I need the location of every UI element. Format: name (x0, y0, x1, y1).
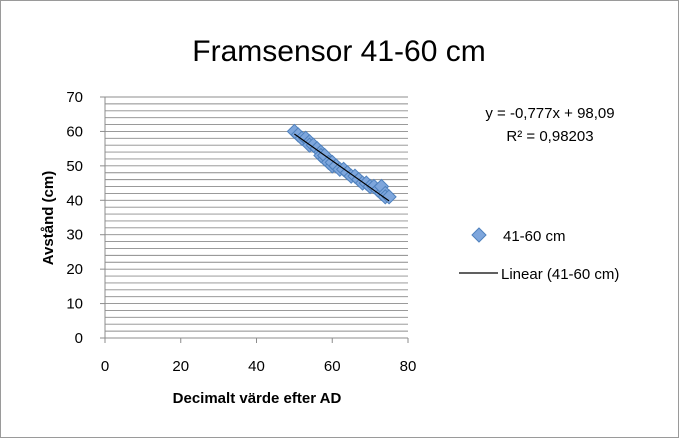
y-tick-label: 20 (66, 261, 83, 278)
y-tick-label: 30 (66, 227, 83, 244)
x-tick-label: 20 (172, 358, 189, 375)
legend-diamond-icon (471, 227, 487, 243)
y-axis-title: Avstånd (cm) (40, 171, 57, 265)
legend: 41-60 cm Linear (41-60 cm) (459, 227, 619, 283)
x-tick-label: 60 (324, 358, 341, 375)
y-tick-label: 10 (66, 296, 83, 313)
y-axis-ticks: 0 10 20 30 40 50 60 70 (66, 89, 105, 347)
y-tick-label: 50 (66, 158, 83, 175)
x-axis-title: Decimalt värde efter AD (173, 390, 342, 407)
y-tick-label: 70 (66, 89, 83, 106)
x-tick-label: 40 (248, 358, 265, 375)
data-point (381, 189, 397, 205)
y-tick-label: 40 (66, 192, 83, 209)
axes (104, 97, 408, 339)
trendline (294, 133, 390, 202)
data-points (286, 123, 397, 205)
x-axis-ticks: 0 20 40 60 80 (101, 338, 417, 375)
chart-title: Framsensor 41-60 cm (192, 35, 485, 68)
y-tick-label: 0 (75, 330, 83, 347)
trendline-equation: y = -0,777x + 98,09 (485, 105, 614, 122)
x-tick-label: 0 (101, 358, 109, 375)
y-tick-label: 60 (66, 123, 83, 140)
gridlines (105, 96, 408, 332)
legend-trendline-label: Linear (41-60 cm) (501, 266, 619, 283)
x-tick-label: 80 (400, 358, 417, 375)
trendline-r-squared: R² = 0,98203 (506, 128, 593, 145)
legend-series-label: 41-60 cm (503, 228, 566, 245)
trendline-layer (294, 133, 390, 202)
